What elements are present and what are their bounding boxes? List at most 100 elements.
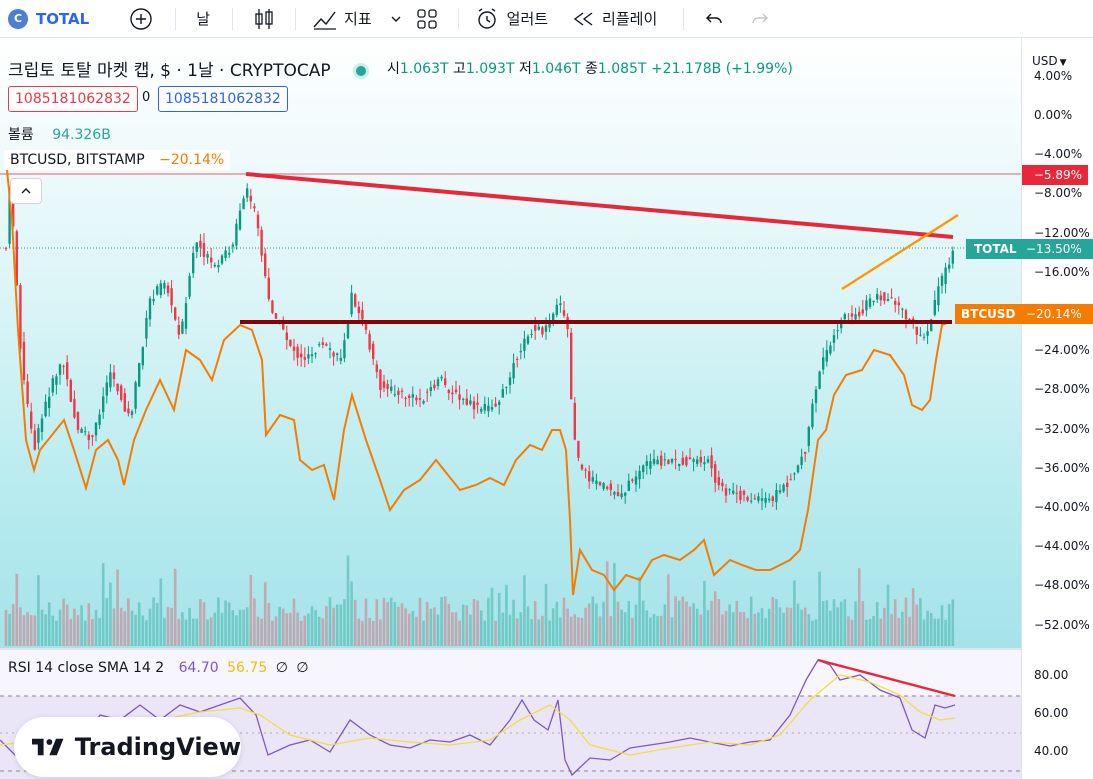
volume-bar xyxy=(184,619,188,646)
redo-button[interactable] xyxy=(750,0,770,38)
candles-icon xyxy=(255,8,273,29)
currency-selector[interactable]: USD ▼ xyxy=(1032,54,1067,68)
volume-bar xyxy=(267,602,271,646)
candle-body xyxy=(321,342,324,345)
candle-body xyxy=(390,386,393,391)
trendline-resistance[interactable] xyxy=(245,172,954,239)
candle-body xyxy=(375,364,378,372)
candle-body xyxy=(116,383,119,392)
candle-body xyxy=(696,459,699,464)
candle-body xyxy=(642,465,645,472)
candle-body xyxy=(274,313,278,319)
horizontal-line-badge[interactable]: −5.89% xyxy=(1022,165,1088,185)
price-pane[interactable] xyxy=(0,38,1021,648)
candle-body xyxy=(814,389,818,403)
candle-body xyxy=(699,456,702,463)
candle-body xyxy=(537,326,540,330)
rsi-axis-tick: 80.00 xyxy=(1034,668,1069,682)
volume-bar xyxy=(897,617,901,646)
volume-bar xyxy=(350,581,353,646)
candle-body xyxy=(638,470,641,480)
volume-bar xyxy=(681,596,685,646)
candle-body xyxy=(429,387,432,391)
trendline-rising[interactable] xyxy=(841,213,959,291)
volume-bar xyxy=(415,616,418,646)
volume-bar xyxy=(764,618,767,646)
indicators-button[interactable]: 지표 xyxy=(312,0,372,38)
volume-bar xyxy=(382,597,386,646)
candle-body xyxy=(606,486,609,489)
price-chart[interactable] xyxy=(0,38,1021,648)
volume-bar xyxy=(353,599,357,646)
volume-bar xyxy=(620,609,623,646)
chart-title[interactable]: 크립토 토탈 마켓 캡, $ · 1날 · CRYPTOCAP xyxy=(8,56,366,81)
candle-body xyxy=(904,310,908,319)
volume-bar xyxy=(332,607,335,646)
interval-button[interactable]: 날 xyxy=(196,0,210,38)
volume-bar xyxy=(87,603,91,646)
candle-body xyxy=(166,285,170,294)
collapse-legend-button[interactable] xyxy=(10,178,42,204)
volume-bar xyxy=(713,591,717,646)
volume-bar xyxy=(299,620,303,646)
alert-button[interactable]: 얼러트 xyxy=(475,0,548,38)
price-axis-tick: −28.00% xyxy=(1034,382,1090,397)
volume-bar xyxy=(699,614,703,646)
chevron-down-icon xyxy=(391,16,401,22)
volume-bar xyxy=(566,608,569,646)
volume-bar xyxy=(760,608,764,646)
replay-button[interactable]: 리플레이 xyxy=(572,0,657,38)
undo-button[interactable] xyxy=(704,0,724,38)
tradingview-logo[interactable]: TradingView xyxy=(14,717,241,777)
symbol-search[interactable]: C TOTAL xyxy=(0,0,129,38)
layout-button[interactable] xyxy=(416,0,438,38)
volume-bar xyxy=(44,614,47,646)
buy-value-box[interactable]: 1085181062832 xyxy=(158,86,288,112)
volume-bar xyxy=(515,618,519,646)
price-axis[interactable]: USD ▼ 4.00% 0.00% −4.00% −8.00% −12.00% −16.00… xyxy=(1020,38,1093,779)
compare-value: −20.14% xyxy=(159,152,225,168)
volume-bar xyxy=(400,603,404,646)
candle-body xyxy=(732,490,735,494)
candle-body xyxy=(602,483,605,489)
compare-button[interactable] xyxy=(129,0,153,38)
volume-bar xyxy=(26,612,29,646)
compare-legend[interactable]: BTCUSD, BITSTAMP −20.14% xyxy=(4,150,231,170)
volume-bar xyxy=(130,610,134,646)
volume-bar xyxy=(393,602,397,646)
candle-body xyxy=(120,385,123,400)
volume-bar xyxy=(508,614,512,646)
rsi-axis-tick: 40.00 xyxy=(1034,744,1069,758)
volume-bar xyxy=(371,620,375,646)
candle-body xyxy=(541,327,544,335)
templates-dropdown[interactable] xyxy=(390,0,402,38)
sell-value-box[interactable]: 1085181062832 xyxy=(8,86,138,112)
candle-body xyxy=(444,378,447,385)
symbol-name: TOTAL xyxy=(36,9,90,28)
candle-body xyxy=(440,376,443,379)
candle-body xyxy=(102,396,105,413)
candle-body xyxy=(523,338,526,351)
volume-legend[interactable]: 볼륨 94.326B xyxy=(8,124,111,144)
candle-body xyxy=(213,264,216,267)
volume-bar xyxy=(548,620,551,646)
candle-body xyxy=(318,344,321,346)
rsi-line xyxy=(0,659,956,777)
candle-body xyxy=(188,275,191,297)
candle-body xyxy=(843,314,846,320)
volume-bar xyxy=(105,598,109,646)
chart-type-button[interactable] xyxy=(253,0,275,38)
volume-bar xyxy=(537,619,541,646)
candle-body xyxy=(631,479,634,481)
volume-bar xyxy=(55,620,58,646)
volume-bar xyxy=(310,606,314,646)
candle-body xyxy=(249,195,252,202)
rsi-legend[interactable]: RSI 14 close SMA 14 2 64.70 56.75 ∅ ∅ xyxy=(8,660,309,676)
volume-bar xyxy=(188,607,191,646)
pane-separator[interactable] xyxy=(0,648,1093,650)
candle-body xyxy=(458,394,461,400)
candle-body xyxy=(94,422,98,436)
candle-body xyxy=(710,455,713,469)
volume-bar xyxy=(454,612,458,646)
rsi-divergence-line[interactable] xyxy=(817,658,956,698)
